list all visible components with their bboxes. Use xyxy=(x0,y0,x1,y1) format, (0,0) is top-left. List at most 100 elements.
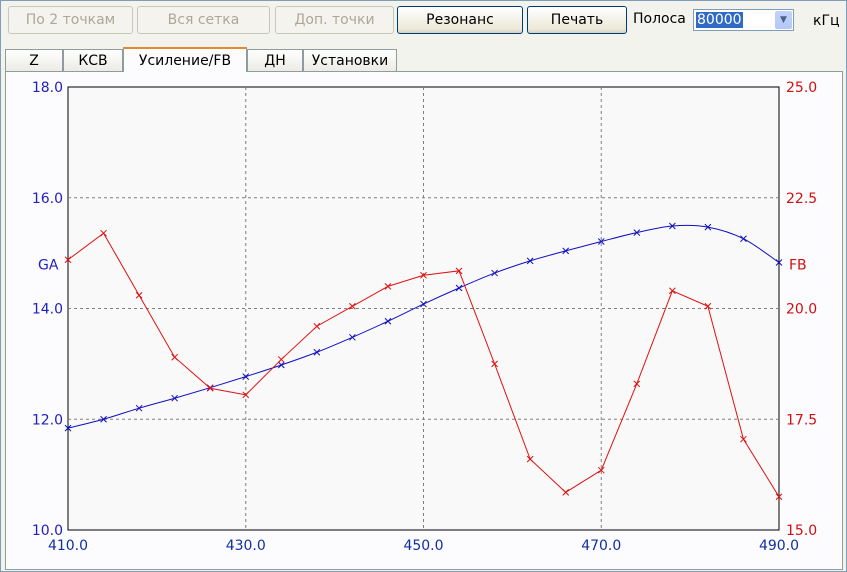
data-point-fb xyxy=(668,287,676,295)
left-tick-label: 14.0 xyxy=(32,302,63,318)
band-label: Полоса xyxy=(633,11,686,27)
point-marker xyxy=(491,269,498,277)
point-marker xyxy=(277,361,285,369)
data-point-fb xyxy=(100,229,107,237)
point-marker xyxy=(100,415,107,423)
tab-gain-fb[interactable]: Усиление/FB xyxy=(123,47,247,72)
left-tick-label: 12.0 xyxy=(32,412,63,428)
left-tick-label: 16.0 xyxy=(32,191,63,207)
print-button[interactable]: Печать xyxy=(527,6,627,34)
point-marker xyxy=(668,287,676,295)
data-point-fb xyxy=(277,356,285,363)
band-unit-label: кГц xyxy=(813,13,840,29)
point-marker xyxy=(313,322,321,330)
right-tick-label: 25.0 xyxy=(786,80,817,96)
point-marker xyxy=(775,493,783,501)
data-point-fb xyxy=(740,435,747,443)
data-point-fb xyxy=(455,267,463,275)
data-point-fb xyxy=(242,391,250,399)
chevron-down-icon[interactable]: ▼ xyxy=(775,11,792,29)
point-marker xyxy=(384,317,392,325)
data-point-fb xyxy=(313,322,321,330)
right-tick-label: 15.0 xyxy=(786,523,817,539)
band-select[interactable]: 80000 ▼ xyxy=(693,9,794,31)
point-marker xyxy=(775,259,783,266)
extra-points-button[interactable]: Доп. точки xyxy=(275,6,394,34)
point-marker xyxy=(668,222,676,230)
tab-z[interactable]: Z xyxy=(5,49,63,71)
chart-panel: 10.0 12.0 14.0 16.0 18.0 15.0 17.5 20.0 22.5 25.0… xyxy=(5,71,843,570)
tab-swr[interactable]: КСВ xyxy=(63,49,123,71)
data-point-ga xyxy=(64,424,72,432)
data-point-fb xyxy=(135,291,143,299)
data-point-fb xyxy=(491,360,498,368)
whole-grid-button[interactable]: Вся сетка xyxy=(137,6,270,34)
point-marker xyxy=(704,223,712,231)
right-tick-label: 22.5 xyxy=(786,191,817,207)
point-marker xyxy=(491,360,498,368)
x-tick-label: 450.0 xyxy=(403,538,443,554)
gain-fb-chart: 10.0 12.0 14.0 16.0 18.0 15.0 17.5 20.0 22.5 25.0… xyxy=(32,80,817,554)
data-point-ga xyxy=(597,238,605,245)
grid-lines xyxy=(68,87,779,530)
data-point-ga xyxy=(668,222,676,230)
point-marker xyxy=(420,300,427,308)
right-tick-label: 17.5 xyxy=(786,412,817,428)
point-marker xyxy=(171,353,179,361)
data-point-ga xyxy=(491,269,498,277)
point-marker xyxy=(633,380,641,388)
data-point-fb xyxy=(349,302,356,310)
x-tick-label: 430.0 xyxy=(226,538,266,554)
resonance-button[interactable]: Резонанс xyxy=(397,6,523,34)
two-points-button[interactable]: По 2 точкам xyxy=(8,6,133,34)
point-marker xyxy=(562,488,570,496)
right-tick-label: 20.0 xyxy=(786,302,817,318)
data-point-ga xyxy=(704,223,712,231)
point-marker xyxy=(597,238,605,245)
point-marker xyxy=(526,455,534,463)
data-point-ga xyxy=(633,229,641,236)
data-point-fb xyxy=(562,488,570,496)
data-point-ga xyxy=(384,317,392,325)
data-point-fb xyxy=(206,384,214,392)
data-point-fb xyxy=(704,302,712,310)
x-tick-label: 410.0 xyxy=(48,538,88,554)
point-marker xyxy=(242,391,250,399)
data-point-ga xyxy=(775,259,783,266)
tab-settings[interactable]: Установки xyxy=(303,49,397,71)
point-marker xyxy=(455,267,463,275)
data-point-ga xyxy=(100,415,107,423)
point-marker xyxy=(740,235,747,243)
point-marker xyxy=(135,291,143,299)
data-point-ga xyxy=(313,348,321,356)
point-marker xyxy=(277,356,285,363)
data-point-ga xyxy=(526,257,534,265)
left-axis-label: GA xyxy=(38,258,59,274)
data-point-fb xyxy=(420,271,427,279)
point-marker xyxy=(455,284,463,292)
point-marker xyxy=(704,302,712,310)
data-point-fb xyxy=(526,455,534,463)
point-marker xyxy=(597,466,605,474)
data-point-ga xyxy=(455,284,463,292)
x-tick-label: 470.0 xyxy=(581,538,621,554)
data-point-fb xyxy=(384,282,392,290)
data-point-fb xyxy=(171,353,179,361)
point-marker xyxy=(562,247,570,255)
point-marker xyxy=(64,424,72,432)
data-point-ga xyxy=(171,394,179,402)
left-tick-label: 10.0 xyxy=(32,523,63,539)
point-marker xyxy=(171,394,179,402)
data-point-fb xyxy=(64,256,72,264)
data-point-ga xyxy=(242,373,250,380)
point-marker xyxy=(313,348,321,356)
point-marker xyxy=(349,302,356,310)
data-point-ga xyxy=(349,333,356,341)
left-tick-label: 18.0 xyxy=(32,80,63,96)
data-point-ga xyxy=(420,300,427,308)
right-axis-label: FB xyxy=(789,258,807,274)
data-point-fb xyxy=(597,466,605,474)
data-point-fb xyxy=(633,380,641,388)
tab-pattern[interactable]: ДН xyxy=(247,49,303,71)
